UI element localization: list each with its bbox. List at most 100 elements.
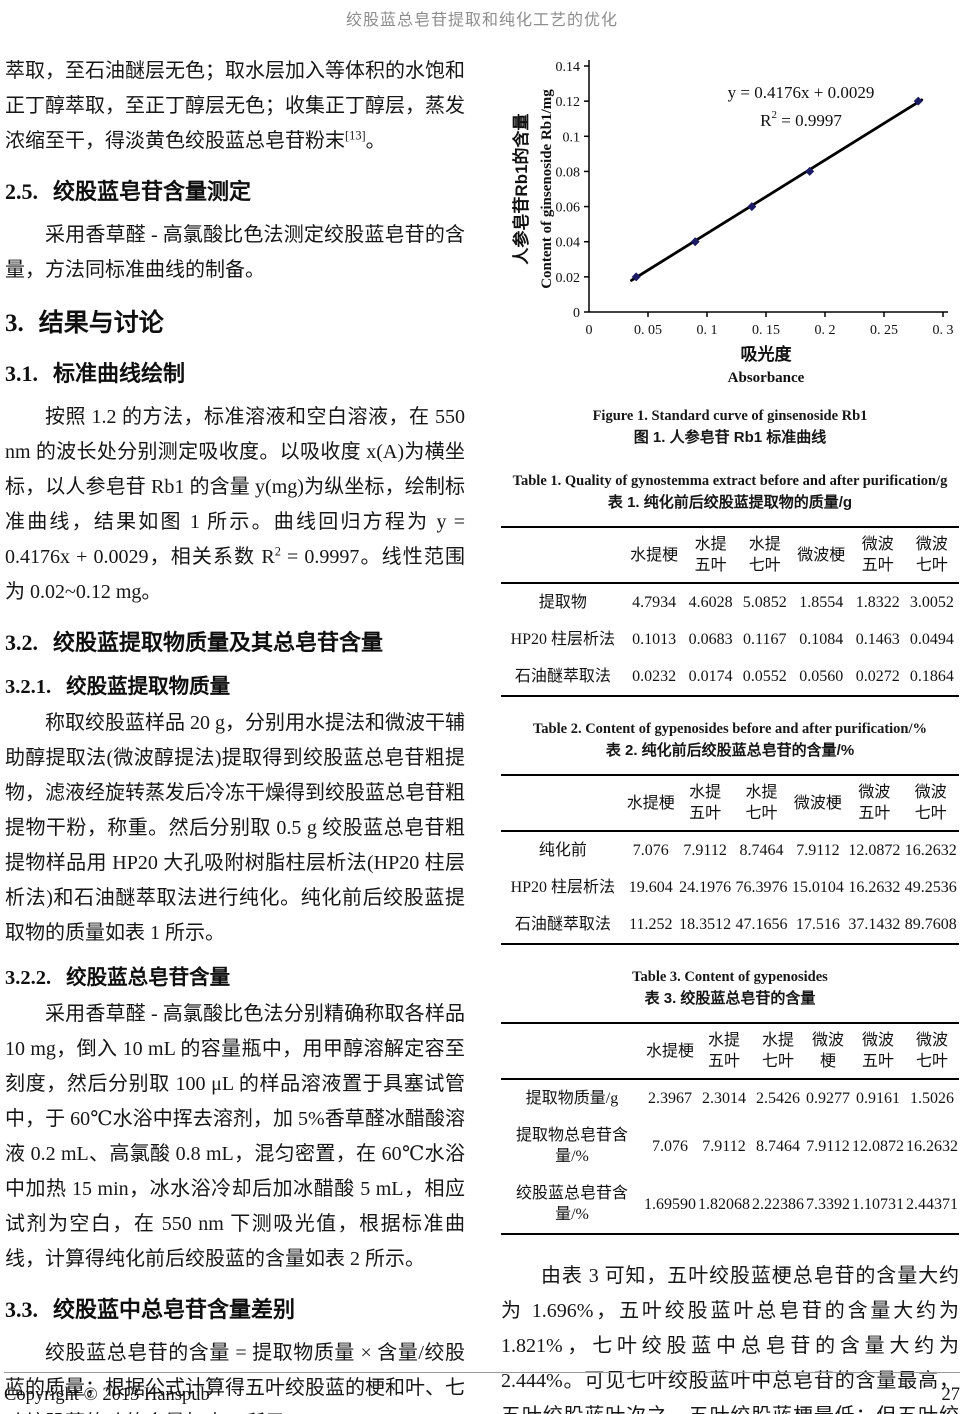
x-tick-label: 0 (586, 323, 593, 338)
row-header: 石油醚萃取法 (514, 916, 611, 933)
table2-caption: Table 2. Content of gypenosides before a… (501, 719, 959, 762)
table-row: 提取物质量/g 2.3967 2.3014 2.5426 0.9277 0.9161 1.5… (501, 1079, 959, 1117)
table-cell: 8.7464 (756, 1137, 800, 1155)
x-tick-label: 0. 3 (933, 323, 954, 338)
table-cell: 2.3967 (648, 1090, 692, 1107)
trendline (630, 98, 924, 282)
table-cell: 5.0852 (742, 594, 787, 611)
y-tick-label: 0.04 (556, 236, 581, 251)
table-cell: 2.3014 (702, 1090, 746, 1107)
y-tick-label: 0.1 (563, 130, 581, 145)
table-cell: 2.22386 (752, 1195, 804, 1213)
x-tick-label: 0. 15 (752, 323, 780, 338)
running-head: 绞股蓝总皂苷提取和纯化工艺的优化 (345, 12, 618, 29)
table-row: 石油醚萃取法 0.0232 0.0174 0.0552 0.0560 0.0272 0.18… (501, 658, 959, 696)
y-axis-title-zh: 人参皂苷Rb1的含量 (511, 113, 531, 264)
column-header: 微波 七叶 (915, 1032, 948, 1070)
column-header: 微波 七叶 (914, 784, 947, 822)
figure1-caption-en: Figure 1. Standard curve of ginsenoside … (592, 408, 868, 424)
table1-caption-en: Table 1. Quality of gynostemma extract b… (512, 473, 948, 489)
figure1-caption: Figure 1. Standard curve of ginsenoside … (501, 406, 959, 449)
paragraph: 按照 1.2 的方法，标准溶液和空白溶液，在 550 nm 的波长处分别测定吸收… (5, 400, 465, 610)
table-cell: 37.1432 (848, 916, 901, 933)
row-header: 提取物总皂苷含量/% (515, 1127, 628, 1165)
table-cell: 3.0052 (909, 594, 954, 611)
table2-caption-en: Table 2. Content of gypenosides before a… (532, 721, 928, 737)
table-cell: 16.2632 (848, 879, 901, 896)
table-cell: 18.3512 (679, 916, 732, 933)
table-row: 绞股蓝总皂苷含量/% 1.69590 1.82068 2.22386 7.3392 1.1… (501, 1175, 959, 1234)
row-header: 纯化前 (538, 842, 587, 859)
table-row: HP20 柱层析法 19.604 24.1976 76.3976 15.0104 16.2… (501, 869, 959, 906)
row-header: 提取物 (538, 594, 587, 611)
x-axis-title-en: Absorbance (728, 370, 805, 386)
y-tick-label: 0.14 (556, 60, 581, 75)
table-cell: 12.0872 (848, 842, 901, 859)
column-header: 水提梗 (645, 1042, 694, 1060)
table-cell: 7.9112 (702, 1137, 746, 1155)
table2-content-of-gypenosides: 水提梗 水提 五叶 水提 七叶 微波梗 微波 五叶 微波 七叶 纯化前 7.076 7.9112… (501, 774, 959, 945)
y-tick-label: 0.02 (556, 271, 581, 286)
y-tick-label: 0.06 (556, 201, 581, 216)
citation-superscript: [13] (345, 128, 366, 143)
table-cell: 7.9112 (796, 842, 840, 859)
figure1-standard-curve-chart: 0 0.02 0.04 0.06 0.08 0.1 0.12 0.14 0 0. 05 0. 1 0.… (501, 54, 959, 396)
section-heading-3: 3. 结果与讨论 (5, 309, 164, 337)
section-heading-2-5: 2.5. 绞股蓝皂苷含量测定 (5, 179, 252, 204)
table-row: HP20 柱层析法 0.1013 0.0683 0.1167 0.1084 0.1463 0… (501, 621, 959, 658)
table-cell: 1.5026 (910, 1090, 954, 1107)
table3-caption: Table 3. Content of gypenosides 表 3. 绞股蓝… (501, 967, 959, 1010)
paragraph: 采用香草醛 - 高氯酸比色法分别精确称取各样品 10 mg，倒入 10 mL 的… (5, 1003, 465, 1270)
table-row: 石油醚萃取法 11.252 18.3512 47.1656 17.516 37.1432 8… (501, 906, 959, 944)
column-header (501, 527, 625, 583)
section-heading-3-1: 3.1. 标准曲线绘制 (5, 361, 186, 386)
table-cell: 2.44371 (906, 1195, 958, 1213)
table-cell: 19.604 (628, 879, 673, 896)
column-header: 微波梗 (811, 1032, 844, 1070)
discussion-paragraph: 由表 3 可知，五叶绞股蓝梗总皂苷的含量大约为 1.696%，五叶绞股蓝叶总皂苷… (501, 1265, 959, 1414)
x-axis-title-zh: 吸光度 (741, 344, 793, 364)
superscript: 2 (274, 544, 281, 559)
table-row: 纯化前 7.076 7.9112 8.7464 7.9112 12.0872 16.2632 (501, 831, 959, 869)
table-cell: 0.0683 (688, 631, 733, 648)
column-header: 微波 五叶 (861, 1032, 894, 1070)
column-header: 微波 五叶 (861, 536, 894, 574)
table1-caption: Table 1. Quality of gynostemma extract b… (501, 471, 959, 514)
table-cell: 7.3392 (806, 1195, 850, 1213)
row-header: 绞股蓝总皂苷含量/% (515, 1185, 628, 1223)
table-cell: 0.1864 (909, 668, 954, 685)
table-cell: 0.0560 (799, 668, 844, 685)
data-point-diamond (747, 202, 757, 212)
y-axis-title-en: Content of ginsenoside Rb1/mg (539, 89, 555, 289)
paragraph-continuation: 萃取，至石油醚层无色；取水层加入等体积的水饱和正丁醇萃取，至正丁醇层无色；收集正… (5, 54, 465, 159)
table-cell: 0.9161 (856, 1090, 900, 1107)
data-point-diamond (805, 166, 815, 176)
table1-quality-of-extract: 水提梗 水提 五叶 水提 七叶 微波梗 微波 五叶 微波 七叶 提取物 4.7934 4.602… (501, 526, 959, 697)
paragraph: 绞股蓝总皂苷的含量 = 提取物质量 × 含量/绞股蓝的质量；根据公式计算得五叶绞… (5, 1342, 465, 1414)
table-cell: 76.3976 (735, 879, 788, 896)
page-number: 27 (941, 1385, 961, 1405)
figure1-caption-zh: 图 1. 人参皂苷 Rb1 标准曲线 (633, 429, 827, 446)
table-cell: 7.076 (632, 842, 669, 859)
left-column: 萃取，至石油醚层无色；取水层加入等体积的水饱和正丁醇萃取，至正丁醇层无色；收集正… (5, 54, 465, 1414)
table-cell: 0.1167 (743, 631, 787, 648)
row-header: HP20 柱层析法 (510, 631, 616, 648)
table-cell: 0.9277 (806, 1090, 850, 1107)
column-header: 水提 七叶 (745, 784, 778, 822)
right-column: 0 0.02 0.04 0.06 0.08 0.1 0.12 0.14 0 0. 05 0. 1 0.… (501, 54, 959, 1414)
row-header: HP20 柱层析法 (510, 879, 616, 896)
column-header: 水提梗 (626, 794, 675, 812)
table-cell: 16.2632 (904, 842, 957, 859)
table-cell: 0.0174 (688, 668, 733, 685)
table-cell: 17.516 (795, 916, 840, 933)
column-header (501, 775, 625, 831)
table-cell: 0.0552 (742, 668, 787, 685)
table-cell: 24.1976 (679, 879, 732, 896)
column-header (501, 1023, 643, 1079)
table-cell: 7.9112 (683, 842, 727, 859)
paragraph: 称取绞股蓝样品 20 g，分别用水提法和微波干辅助醇提取法(微波醇提法)提取得到… (5, 712, 465, 944)
column-header: 水提 七叶 (761, 1032, 794, 1070)
table-cell: 16.2632 (906, 1137, 958, 1155)
table1-caption-zh: 表 1. 纯化前后绞股蓝提取物的质量/g (607, 494, 853, 511)
